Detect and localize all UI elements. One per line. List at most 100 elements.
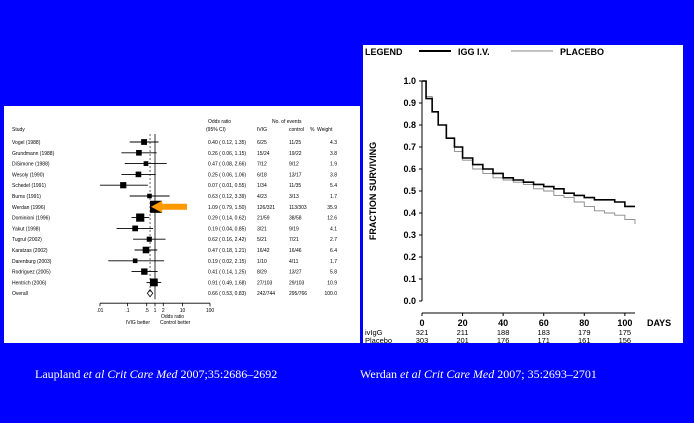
overall-weight-value: 100.0: [324, 291, 337, 297]
risk-placebo-count: 176: [497, 336, 510, 343]
weight-value: 4.3: [330, 140, 337, 146]
risk-row-label-ivig: ivIgG: [365, 328, 383, 337]
effect-square: [136, 213, 145, 222]
effect-square: [132, 225, 139, 232]
y-tick-label: 0.5: [403, 186, 416, 196]
effect-square: [141, 139, 147, 145]
control-events: 11/25: [289, 140, 301, 146]
ivig-events: 5/21: [257, 237, 267, 243]
column-header-or: Odds ratio: [208, 119, 231, 125]
control-events: 7/21: [289, 237, 299, 243]
risk-ivig-count: 321: [416, 328, 429, 337]
x-tick-label: .01: [97, 308, 104, 314]
y-tick-label: 0.7: [403, 142, 416, 152]
x-tick-label: 0: [419, 318, 424, 328]
effect-square: [146, 236, 152, 242]
citation-author: Laupland: [35, 367, 84, 381]
overall-ivig-events: 242/744: [257, 291, 275, 297]
ivig-events: 6/25: [257, 140, 267, 146]
or-value: 1.09 ( 0.79, 1.50): [208, 205, 246, 211]
weight-value: 4.1: [330, 226, 337, 232]
risk-ivig-count: 179: [578, 328, 591, 337]
risk-ivig-count: 188: [497, 328, 510, 337]
column-header-weight: Weight: [317, 127, 333, 133]
forest-plot: Study Odds ratio (95% CI) No. of events IVIG…: [12, 119, 337, 326]
overall-diamond: [146, 289, 154, 298]
study-label: Karatzas (2002): [12, 248, 48, 254]
study-label: Yakut (1998): [12, 226, 41, 232]
weight-value: 1.9: [330, 162, 337, 168]
or-value: 0.29 ( 0.14, 0.62): [208, 216, 246, 222]
or-value: 0.62 ( 0.16, 2.42): [208, 237, 246, 243]
study-label: DiSimone (1988): [12, 162, 50, 168]
x-tick-label: .5: [145, 308, 149, 314]
control-events: 9/19: [289, 226, 299, 232]
ivig-events: 4/23: [257, 194, 267, 200]
favors-control-label: Control better: [160, 320, 191, 326]
weight-value: 1.7: [330, 259, 337, 265]
ivig-events: 16/42: [257, 248, 270, 254]
effect-square: [120, 182, 127, 189]
citation-author: Werdan: [360, 367, 401, 381]
control-events: 4/11: [289, 259, 299, 265]
weight-value: 10.9: [327, 280, 337, 286]
y-tick-label: 0.4: [403, 208, 416, 218]
ivig-survival-curve: [422, 80, 635, 208]
study-label: Wesoly (1990): [12, 172, 44, 178]
x-tick-label: .1: [125, 308, 129, 314]
column-header-study: Study: [12, 127, 25, 133]
or-value: 0.47 ( 0.18, 1.21): [208, 248, 246, 254]
y-tick-label: 1.0: [403, 76, 416, 86]
control-events: 16/46: [289, 248, 302, 254]
citation-ref: 2007;35:2686–2692: [177, 367, 278, 381]
x-tick-label: 10: [180, 308, 186, 314]
x-tick-label: 80: [579, 318, 589, 328]
study-label: Schedel (1991): [12, 183, 46, 189]
weight-value: 2.7: [330, 237, 337, 243]
x-tick-label: 100: [206, 308, 215, 314]
study-label: Rodriguez (2005): [12, 270, 51, 276]
control-events: 113/303: [289, 205, 307, 211]
effect-square: [135, 171, 142, 178]
control-events: 19/22: [289, 151, 302, 157]
control-events: 13/17: [289, 172, 302, 178]
study-label: Grundmann (1988): [12, 151, 55, 157]
ivig-events: 15/24: [257, 151, 270, 157]
study-label: Dominioni (1996): [12, 216, 50, 222]
y-tick-label: 0.0: [403, 296, 416, 306]
control-events: 11/35: [289, 183, 301, 189]
ivig-events: 8/29: [257, 270, 267, 276]
ivig-events: 6/18: [257, 172, 267, 178]
weight-value: 5.8: [330, 270, 337, 276]
ivig-events: 21/59: [257, 216, 270, 222]
study-label: Werdan (1996): [12, 205, 46, 211]
control-events: 38/58: [289, 216, 302, 222]
legend-label-ivig: IGG I.V.: [458, 47, 490, 57]
forest-plot-panel: Study Odds ratio (95% CI) No. of events IVIG…: [4, 106, 360, 343]
citation-ref: 2007; 35:2693–2701: [494, 367, 597, 381]
overall-control-events: 295/766: [289, 291, 307, 297]
x-tick-label: 2: [162, 308, 165, 314]
citation-journal: Crit Care Med: [107, 367, 178, 381]
x-tick-label: 20: [458, 318, 468, 328]
citation-journal: Crit Care Med: [424, 367, 495, 381]
risk-placebo-count: 303: [416, 336, 429, 343]
ivig-events: 7/12: [257, 162, 267, 168]
control-events: 13/27: [289, 270, 302, 276]
or-value: 0.26 ( 0.06, 1.15): [208, 151, 246, 157]
column-header-pct: %: [310, 127, 315, 133]
effect-square: [149, 278, 158, 287]
column-header-events: No. of events: [272, 119, 302, 125]
risk-ivig-count: 183: [537, 328, 550, 337]
study-label: Burns (1991): [12, 194, 41, 200]
y-tick-label: 0.9: [403, 98, 416, 108]
left-citation: Laupland et al Crit Care Med 2007;35:268…: [35, 367, 277, 382]
study-label: Vogel (1988): [12, 140, 41, 146]
study-label: Hentrich (2006): [12, 280, 47, 286]
weight-value: 35.9: [327, 205, 337, 211]
favors-ivig-label: IVIG better: [126, 320, 151, 326]
column-header-ivig: IVIG: [257, 127, 267, 133]
risk-placebo-count: 171: [537, 336, 550, 343]
survival-plot: LEGEND IGG I.V. PLACEBO 0.0 0.1 0.2 0.3 0.4 0.5 0…: [365, 47, 671, 343]
y-tick-label: 0.8: [403, 120, 416, 130]
